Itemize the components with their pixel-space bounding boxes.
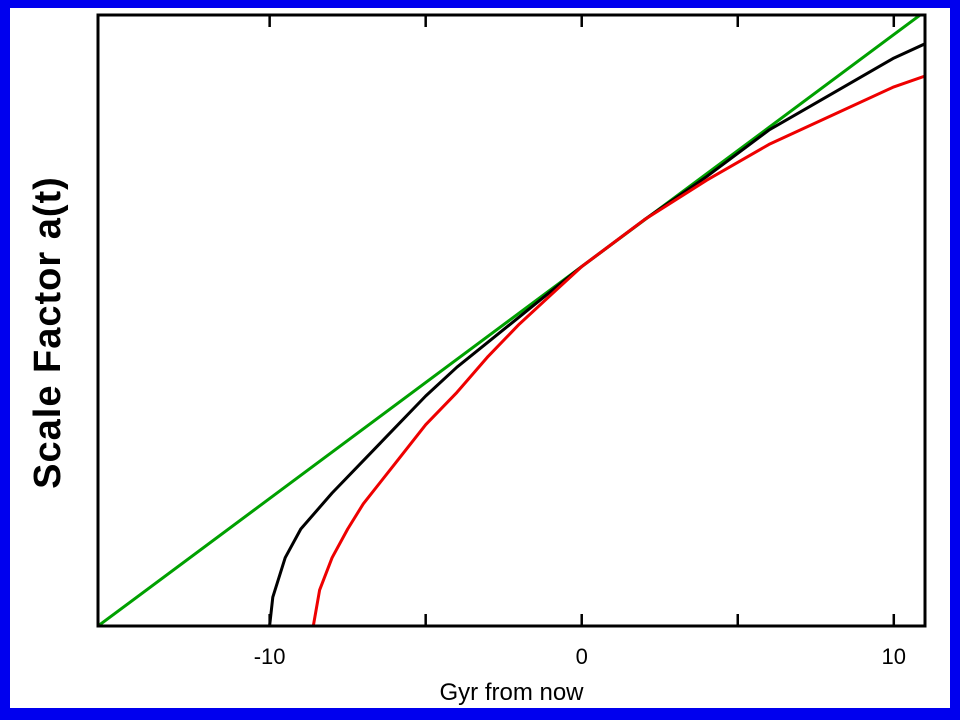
x-tick-label: -10 (254, 644, 286, 669)
series-line-0 (98, 15, 923, 626)
x-tick-label: 10 (882, 644, 906, 669)
slide-panel: -10 0 10 Gyr from now Scale Factor a(t) (10, 8, 950, 708)
y-axis-title: Scale Factor a(t) (27, 176, 69, 489)
plot-frame (96, 13, 927, 628)
scale-factor-chart: -10 0 10 Gyr from now Scale Factor a(t) (27, 13, 927, 706)
x-axis-ticks (268, 15, 896, 626)
x-axis-title: Gyr from now (439, 679, 584, 706)
x-tick-labels: -10 0 10 (254, 644, 906, 669)
series-line-1 (268, 42, 925, 626)
series-lines (98, 15, 925, 626)
series-line-2 (311, 74, 925, 626)
x-tick-label: 0 (576, 644, 588, 669)
